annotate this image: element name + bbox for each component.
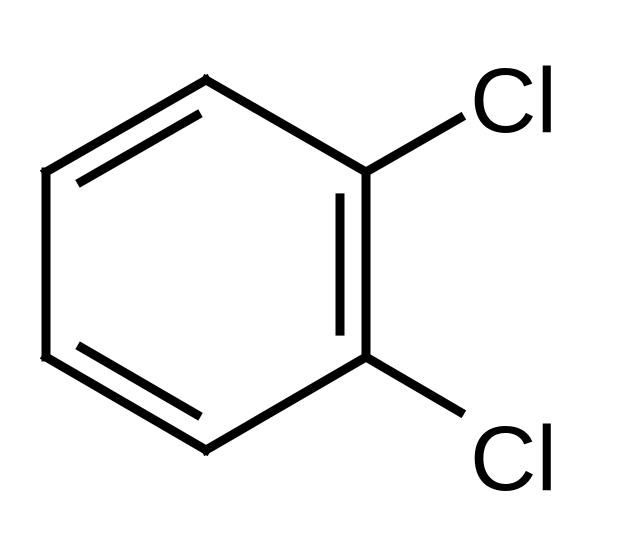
bond-5 [206, 80, 366, 172]
molecule-diagram: Cl Cl [0, 0, 640, 541]
substituent-bond-1 [366, 357, 460, 412]
bond-4-inner [81, 115, 196, 181]
atom-labels-group: Cl Cl [470, 50, 557, 510]
atom-label-cl-1: Cl [470, 408, 557, 510]
bonds-group [46, 80, 366, 450]
bond-2-inner [81, 348, 196, 415]
atom-label-cl-0: Cl [470, 50, 557, 152]
substituents-group [366, 118, 460, 412]
substituent-bond-0 [366, 118, 460, 172]
bond-1 [206, 357, 366, 450]
molecule-svg: Cl Cl [0, 0, 640, 541]
